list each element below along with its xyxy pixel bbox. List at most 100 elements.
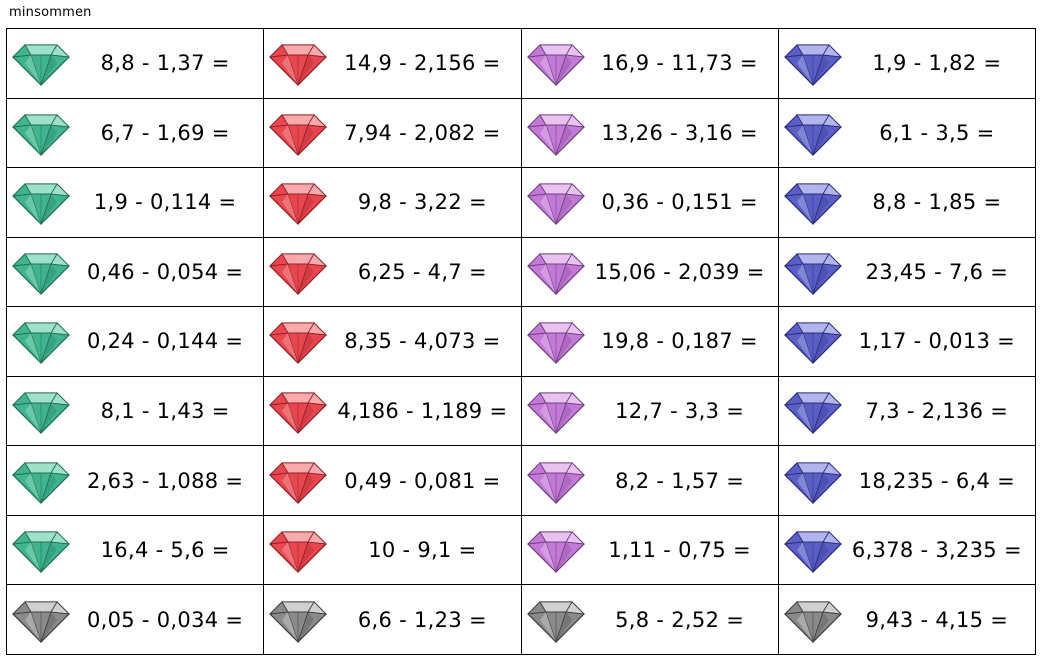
- subtraction-expression: 6,378 - 3,235 =: [851, 538, 1022, 563]
- subtraction-expression: 0,46 - 0,054 =: [86, 259, 244, 284]
- exercise-grid: 8,8 - 1,37 = 14,9 - 2,156 = 16,9 - 11,73 =…: [6, 28, 1036, 655]
- exercise-cell: 0,05 - 0,034 =: [7, 585, 265, 655]
- exercise-cell: 2,63 - 1,088 =: [7, 446, 265, 516]
- exercise-cell: 6,25 - 4,7 =: [264, 237, 522, 308]
- subtraction-expression: 8,35 - 4,073 =: [344, 329, 501, 354]
- green-gem-icon: [11, 183, 71, 226]
- subtraction-expression: 1,17 - 0,013 =: [858, 329, 1016, 354]
- exercise-cell: 0,49 - 0,081 =: [264, 446, 522, 516]
- exercise-cell: 7,3 - 2,136 =: [778, 376, 1036, 447]
- subtraction-expression: 1,9 - 0,114 =: [93, 190, 237, 215]
- exercise-cell: 4,186 - 1,189 =: [264, 376, 522, 447]
- exercise-cell: 16,9 - 11,73 =: [521, 29, 779, 99]
- red-gem-icon: [269, 114, 328, 157]
- subtraction-expression: 7,3 - 2,136 =: [865, 399, 1009, 424]
- exercise-cell: 8,8 - 1,37 =: [7, 29, 265, 99]
- purple-gem-icon: [526, 531, 585, 574]
- exercise-cell: 8,35 - 4,073 =: [264, 307, 522, 377]
- exercise-cell: 1,9 - 0,114 =: [7, 168, 265, 238]
- exercise-cell: 19,8 - 0,187 =: [521, 307, 779, 377]
- red-gem-icon: [269, 322, 328, 365]
- subtraction-expression: 1,11 - 0,75 =: [608, 538, 751, 563]
- exercise-cell: 9,8 - 3,22 =: [264, 168, 522, 238]
- red-gem-icon: [269, 531, 328, 574]
- purple-gem-icon: [526, 322, 585, 365]
- exercise-cell: 0,46 - 0,054 =: [7, 237, 265, 308]
- subtraction-expression: 16,9 - 11,73 =: [601, 51, 758, 76]
- exercise-cell: 1,9 - 1,82 =: [778, 29, 1036, 99]
- purple-gem-icon: [526, 114, 585, 157]
- blue-gem-icon: [783, 322, 842, 365]
- exercise-cell: 9,43 - 4,15 =: [778, 585, 1036, 655]
- subtraction-expression: 0,36 - 0,151 =: [601, 190, 758, 215]
- subtraction-expression: 9,8 - 3,22 =: [357, 190, 487, 215]
- green-gem-icon: [11, 322, 71, 365]
- subtraction-expression: 15,06 - 2,039 =: [594, 259, 765, 284]
- exercise-cell: 8,2 - 1,57 =: [521, 446, 779, 516]
- blue-gem-icon: [783, 461, 842, 504]
- blue-gem-icon: [783, 44, 842, 87]
- exercise-cell: 10 - 9,1 =: [264, 515, 522, 586]
- exercise-cell: 6,1 - 3,5 =: [778, 98, 1036, 169]
- red-gem-icon: [269, 183, 328, 226]
- subtraction-expression: 16,4 - 5,6 =: [100, 538, 230, 563]
- subtraction-expression: 8,8 - 1,85 =: [872, 190, 1002, 215]
- green-gem-icon: [11, 114, 71, 157]
- subtraction-expression: 23,45 - 7,6 =: [865, 259, 1009, 284]
- exercise-cell: 6,7 - 1,69 =: [7, 98, 265, 169]
- gray-gem-icon: [783, 601, 842, 643]
- subtraction-expression: 4,186 - 1,189 =: [337, 399, 508, 424]
- subtraction-expression: 2,63 - 1,088 =: [86, 468, 244, 493]
- red-gem-icon: [269, 44, 328, 87]
- green-gem-icon: [11, 44, 71, 87]
- blue-gem-icon: [783, 253, 842, 296]
- blue-gem-icon: [783, 114, 842, 157]
- subtraction-expression: 0,24 - 0,144 =: [86, 329, 244, 354]
- exercise-cell: 13,26 - 3,16 =: [521, 98, 779, 169]
- subtraction-expression: 13,26 - 3,16 =: [601, 120, 758, 145]
- subtraction-expression: 7,94 - 2,082 =: [344, 120, 501, 145]
- subtraction-expression: 6,6 - 1,23 =: [357, 607, 487, 632]
- red-gem-icon: [269, 461, 328, 504]
- purple-gem-icon: [526, 44, 585, 87]
- exercise-cell: 6,6 - 1,23 =: [264, 585, 522, 655]
- subtraction-expression: 5,8 - 2,52 =: [615, 607, 745, 632]
- exercise-cell: 1,11 - 0,75 =: [521, 515, 779, 586]
- blue-gem-icon: [783, 392, 842, 435]
- subtraction-expression: 8,1 - 1,43 =: [100, 399, 230, 424]
- exercise-cell: 5,8 - 2,52 =: [521, 585, 779, 655]
- purple-gem-icon: [526, 392, 585, 435]
- gray-gem-icon: [269, 601, 328, 643]
- subtraction-expression: 10 - 9,1 =: [368, 538, 477, 563]
- exercise-cell: 14,9 - 2,156 =: [264, 29, 522, 99]
- exercise-cell: 0,24 - 0,144 =: [7, 307, 265, 377]
- exercise-cell: 23,45 - 7,6 =: [778, 237, 1036, 308]
- green-gem-icon: [11, 392, 71, 435]
- gray-gem-icon: [526, 601, 585, 643]
- green-gem-icon: [11, 531, 71, 574]
- subtraction-expression: 0,05 - 0,034 =: [86, 607, 244, 632]
- exercise-cell: 18,235 - 6,4 =: [778, 446, 1036, 516]
- subtraction-expression: 0,49 - 0,081 =: [344, 468, 501, 493]
- subtraction-expression: 6,1 - 3,5 =: [879, 120, 995, 145]
- exercise-cell: 7,94 - 2,082 =: [264, 98, 522, 169]
- green-gem-icon: [11, 253, 71, 296]
- subtraction-expression: 14,9 - 2,156 =: [344, 51, 501, 76]
- exercise-cell: 8,8 - 1,85 =: [778, 168, 1036, 238]
- subtraction-expression: 1,9 - 1,82 =: [872, 51, 1002, 76]
- exercise-cell: 0,36 - 0,151 =: [521, 168, 779, 238]
- gray-gem-icon: [11, 601, 71, 643]
- exercise-cell: 15,06 - 2,039 =: [521, 237, 779, 308]
- exercise-cell: 6,378 - 3,235 =: [778, 515, 1036, 586]
- red-gem-icon: [269, 392, 328, 435]
- subtraction-expression: 19,8 - 0,187 =: [601, 329, 758, 354]
- blue-gem-icon: [783, 531, 842, 574]
- subtraction-expression: 6,25 - 4,7 =: [357, 259, 487, 284]
- exercise-cell: 16,4 - 5,6 =: [7, 515, 265, 586]
- subtraction-expression: 9,43 - 4,15 =: [865, 607, 1009, 632]
- subtraction-expression: 12,7 - 3,3 =: [615, 399, 745, 424]
- subtraction-expression: 8,2 - 1,57 =: [615, 468, 745, 493]
- subtraction-expression: 8,8 - 1,37 =: [100, 51, 230, 76]
- subtraction-expression: 6,7 - 1,69 =: [100, 120, 230, 145]
- exercise-cell: 8,1 - 1,43 =: [7, 376, 265, 447]
